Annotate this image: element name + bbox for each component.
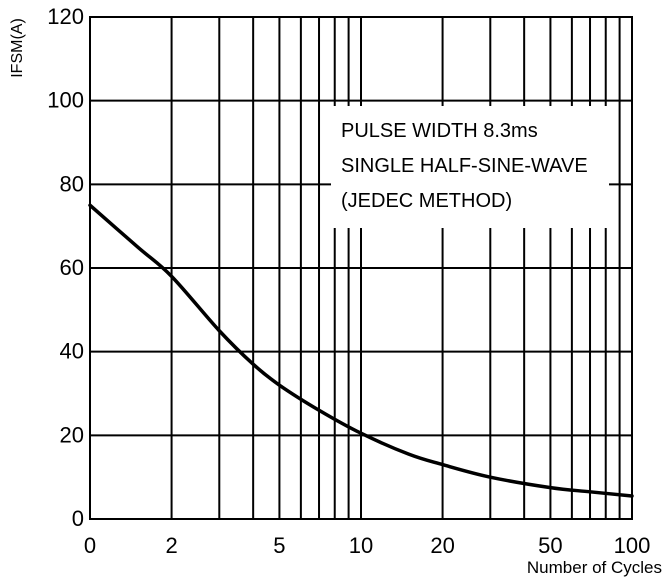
y-tick-label-60: 60 — [60, 255, 84, 280]
x-tick-label-2: 2 — [165, 533, 177, 558]
y-tick-label-0: 0 — [72, 506, 84, 531]
y-tick-label-120: 120 — [47, 4, 84, 29]
tick-labels: 0 20 40 60 80 100 120 0 2 5 10 20 50 100 — [47, 4, 650, 558]
annotation-box — [331, 106, 609, 228]
y-tick-label-100: 100 — [47, 88, 84, 113]
y-axis-label: IFSM(A) — [9, 18, 26, 78]
x-tick-label-0: 0 — [84, 533, 96, 558]
y-tick-label-20: 20 — [60, 422, 84, 447]
y-tick-label-40: 40 — [60, 339, 84, 364]
x-tick-label-10: 10 — [349, 533, 373, 558]
y-tick-label-80: 80 — [60, 171, 84, 196]
x-tick-label-100: 100 — [614, 533, 651, 558]
annotation-line-2: SINGLE HALF-SINE-WAVE — [341, 155, 588, 177]
x-tick-label-5: 5 — [273, 533, 285, 558]
series-line-ifsm — [88, 203, 634, 498]
x-tick-label-20: 20 — [430, 533, 454, 558]
x-tick-label-50: 50 — [538, 533, 562, 558]
x-axis-label: Number of Cycles — [527, 558, 662, 577]
grid — [90, 17, 632, 519]
plot-frame — [89, 16, 633, 520]
annotation-line-1: PULSE WIDTH 8.3ms — [341, 120, 538, 142]
annotation-line-3: (JEDEC METHOD) — [341, 190, 512, 212]
